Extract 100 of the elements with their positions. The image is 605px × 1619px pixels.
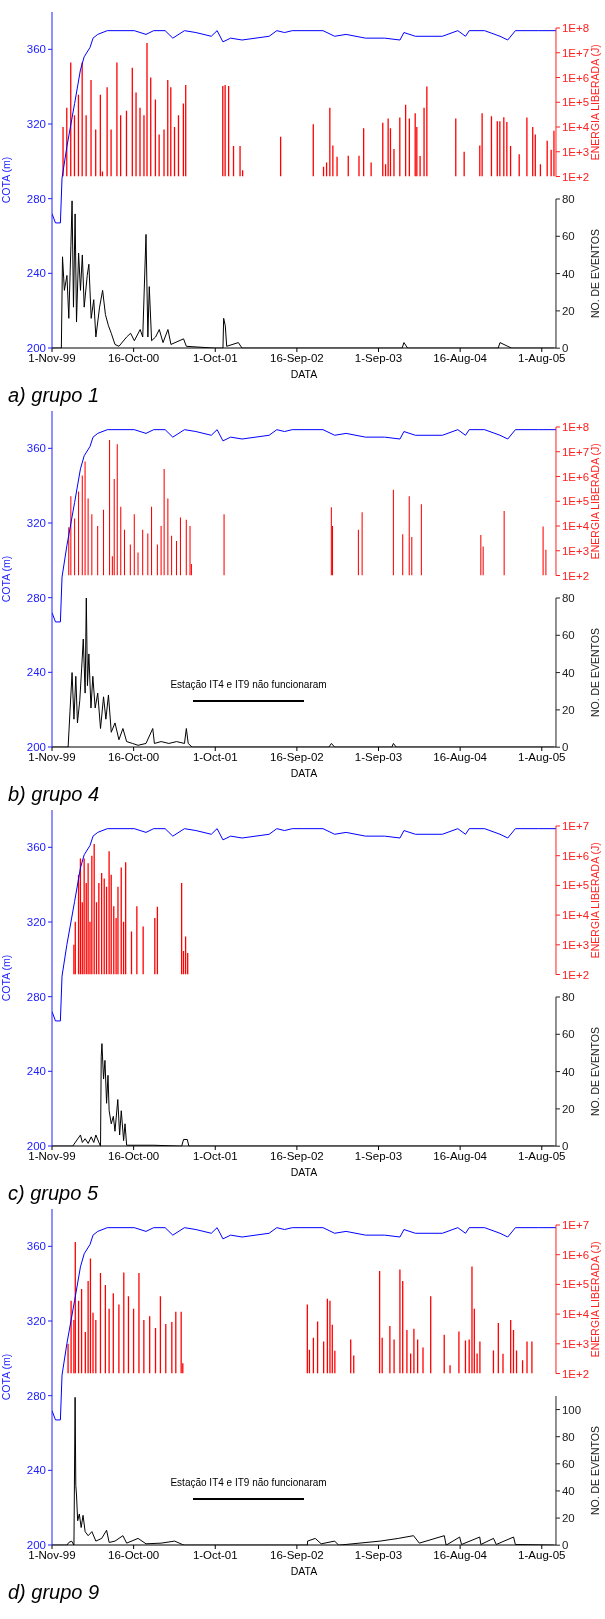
x-tick-label: 1-Oct-01 <box>192 1549 238 1562</box>
x-tick-label: 1-Oct-01 <box>192 1150 238 1163</box>
y2-tick-label: 1E+4 <box>561 520 590 533</box>
y2-tick-label: 1E+2 <box>561 170 590 183</box>
x-tick-label: 16-Oct-00 <box>108 1150 160 1163</box>
x-tick-label: 16-Aug-04 <box>433 751 488 764</box>
y2-tick-label: 1E+7 <box>561 820 590 833</box>
x-tick-label: 1-Aug-05 <box>518 352 566 365</box>
y-tick-label: 200 <box>26 342 46 355</box>
y2-tick-label: 1E+6 <box>561 849 590 862</box>
y2-tick-label: 1E+7 <box>561 1219 590 1232</box>
y3-tick-label: 0 <box>561 741 569 754</box>
y3-tick-label: 20 <box>561 1102 575 1115</box>
x-tick-label: 1-Aug-05 <box>518 751 566 764</box>
x-tick-label: 16-Oct-00 <box>108 1549 160 1562</box>
y2-tick-label: 1E+8 <box>561 22 590 35</box>
line-series <box>52 429 556 623</box>
x-axis-title: DATA <box>290 1166 318 1178</box>
line-series <box>52 30 556 224</box>
y2-axis-title: ENERGIA LIBERADA (J) <box>589 443 601 560</box>
y2-tick-label: 1E+3 <box>561 544 590 557</box>
x-tick-label: 1-Aug-05 <box>518 1150 566 1163</box>
x-tick-label: 1-Oct-01 <box>192 352 238 365</box>
y2-tick-label: 1E+5 <box>561 879 590 892</box>
y3-axis-title: NO. DE EVENTOS <box>589 627 601 717</box>
y3-axis-title: NO. DE EVENTOS <box>589 1425 601 1515</box>
y-tick-label: 200 <box>26 741 46 754</box>
y3-tick-label: 80 <box>561 192 575 205</box>
x-axis-title: DATA <box>290 1565 318 1577</box>
y2-tick-label: 1E+5 <box>561 1278 590 1291</box>
y2-tick-label: 1E+2 <box>561 1367 590 1380</box>
line-series <box>52 828 556 1022</box>
y-tick-label: 280 <box>26 591 46 604</box>
x-tick-label: 1-Nov-99 <box>28 1549 76 1562</box>
y2-tick-label: 1E+4 <box>561 121 590 134</box>
y2-tick-label: 1E+6 <box>561 470 590 483</box>
y3-tick-label: 100 <box>561 1403 582 1416</box>
y3-tick-label: 20 <box>561 304 575 317</box>
text: b) grupo 4 <box>8 783 100 805</box>
y-tick-label: 320 <box>26 118 46 131</box>
x-tick-label: 1-Sep-03 <box>354 1549 403 1562</box>
x-tick-label: 16-Sep-02 <box>270 1549 324 1562</box>
y3-tick-label: 80 <box>561 1430 575 1443</box>
y2-tick-label: 1E+3 <box>561 145 590 158</box>
y2-tick-label: 1E+6 <box>561 71 590 84</box>
y3-tick-label: 0 <box>561 342 569 355</box>
y2-axis-title: ENERGIA LIBERADA (J) <box>589 1241 601 1358</box>
text: a) grupo 1 <box>8 384 100 406</box>
y-tick-label: 240 <box>26 1065 46 1078</box>
y2-tick-label: 1E+6 <box>561 1248 590 1261</box>
x-tick-label: 1-Oct-01 <box>192 751 238 764</box>
y-tick-label: 280 <box>26 1389 46 1402</box>
y3-tick-label: 60 <box>561 1457 575 1470</box>
y-tick-label: 240 <box>26 267 46 280</box>
y3-tick-label: 20 <box>561 703 575 716</box>
y-axis-title: COTA (m) <box>0 1353 12 1401</box>
y2-tick-label: 1E+2 <box>561 569 590 582</box>
x-tick-label: 1-Nov-99 <box>28 352 76 365</box>
y-tick-label: 360 <box>26 43 46 56</box>
y3-tick-label: 40 <box>561 666 575 679</box>
y2-tick-label: 1E+7 <box>561 46 590 59</box>
y2-tick-label: 1E+5 <box>561 495 590 508</box>
y3-tick-label: 40 <box>561 1484 575 1497</box>
text: d) grupo 9 <box>8 1581 100 1603</box>
x-axis-title: DATA <box>290 767 318 779</box>
x-tick-label: 16-Sep-02 <box>270 751 324 764</box>
x-tick-label: 16-Oct-00 <box>108 751 160 764</box>
x-tick-label: 1-Nov-99 <box>28 1150 76 1163</box>
y-tick-label: 360 <box>26 841 46 854</box>
y2-axis-title: ENERGIA LIBERADA (J) <box>589 842 601 959</box>
y-tick-label: 200 <box>26 1140 46 1153</box>
y3-tick-label: 40 <box>561 267 575 280</box>
y2-axis-title: ENERGIA LIBERADA (J) <box>589 44 601 161</box>
y3-tick-label: 80 <box>561 591 575 604</box>
y2-tick-label: 1E+7 <box>561 445 590 458</box>
y3-tick-label: 60 <box>561 230 575 243</box>
y3-tick-label: 20 <box>561 1511 575 1524</box>
line-series <box>52 1227 556 1421</box>
annotation: Estação IT4 e IT9 não funcionaram <box>169 1476 328 1489</box>
y-tick-label: 320 <box>26 517 46 530</box>
x-tick-label: 16-Aug-04 <box>433 1549 488 1562</box>
x-tick-label: 16-Oct-00 <box>108 352 160 365</box>
y2-tick-label: 1E+3 <box>561 1338 590 1351</box>
y-tick-label: 200 <box>26 1539 46 1552</box>
x-tick-label: 16-Sep-02 <box>270 352 324 365</box>
y-tick-label: 280 <box>26 990 46 1003</box>
y2-tick-label: 1E+2 <box>561 968 590 981</box>
y-axis-title: COTA (m) <box>0 156 12 204</box>
x-tick-label: 1-Aug-05 <box>518 1549 566 1562</box>
x-axis-title: DATA <box>290 368 318 380</box>
x-tick-label: 16-Aug-04 <box>433 352 488 365</box>
annotation: Estação IT4 e IT9 não funcionaram <box>169 678 328 691</box>
y3-axis-title: NO. DE EVENTOS <box>589 1026 601 1116</box>
x-tick-label: 1-Nov-99 <box>28 751 76 764</box>
y2-tick-label: 1E+4 <box>561 909 590 922</box>
x-tick-label: 16-Sep-02 <box>270 1150 324 1163</box>
x-tick-label: 16-Aug-04 <box>433 1150 488 1163</box>
y3-tick-label: 80 <box>561 990 575 1003</box>
y2-tick-label: 1E+3 <box>561 939 590 952</box>
y3-axis-title: NO. DE EVENTOS <box>589 228 601 318</box>
